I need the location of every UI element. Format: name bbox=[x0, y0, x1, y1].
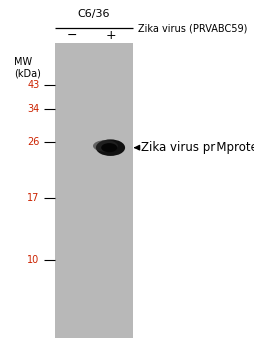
Text: 10: 10 bbox=[27, 256, 39, 265]
Ellipse shape bbox=[101, 143, 117, 152]
Text: +: + bbox=[105, 29, 116, 42]
Text: Zika virus pr Mprotein: Zika virus pr Mprotein bbox=[141, 141, 254, 154]
Ellipse shape bbox=[93, 140, 118, 152]
Text: −: − bbox=[67, 29, 78, 42]
Bar bbox=[55, 43, 133, 338]
Text: 34: 34 bbox=[27, 104, 39, 114]
Text: MW
(kDa): MW (kDa) bbox=[14, 57, 41, 79]
Text: 43: 43 bbox=[27, 80, 39, 89]
Text: 26: 26 bbox=[27, 137, 39, 147]
Text: Zika virus (PRVABC59): Zika virus (PRVABC59) bbox=[138, 23, 248, 33]
Ellipse shape bbox=[96, 139, 125, 156]
Text: C6/36: C6/36 bbox=[78, 9, 110, 19]
Text: 17: 17 bbox=[27, 194, 39, 203]
